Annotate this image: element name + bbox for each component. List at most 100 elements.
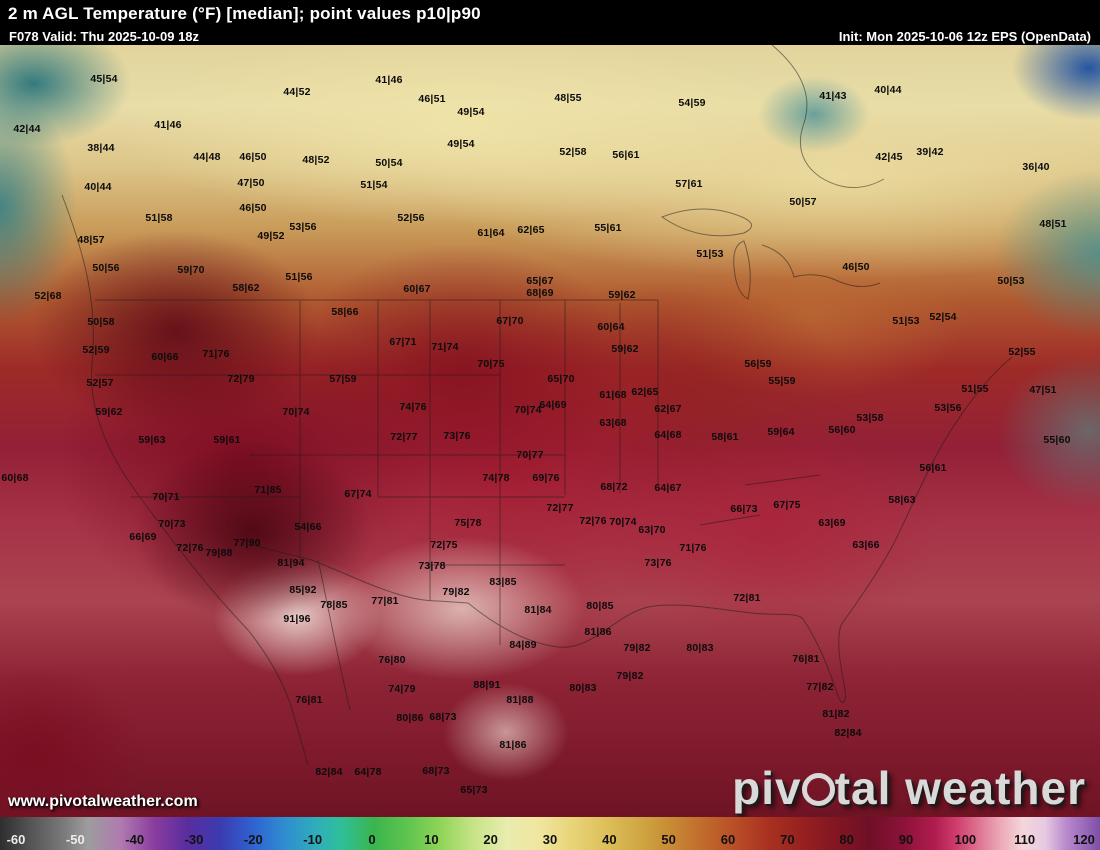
point-value: 76|81 [792, 653, 820, 665]
point-value: 81|84 [524, 604, 552, 616]
point-value: 73|78 [418, 560, 446, 572]
point-value: 47|50 [237, 177, 265, 189]
point-value: 72|76 [176, 542, 204, 554]
point-value: 64|67 [654, 482, 682, 494]
point-value: 71|76 [679, 542, 707, 554]
point-value: 63|66 [852, 539, 880, 551]
point-value: 41|43 [819, 90, 847, 102]
point-value: 59|70 [177, 264, 205, 276]
map-title-bar: 2 m AGL Temperature (°F) [median]; point… [0, 0, 1100, 27]
point-value: 44|52 [283, 86, 311, 98]
point-value: 50|53 [997, 275, 1025, 287]
point-value: 42|44 [13, 123, 41, 135]
point-value: 77|82 [806, 681, 834, 693]
point-value: 70|77 [516, 449, 544, 461]
colorbar-tick-label: -50 [65, 832, 85, 847]
point-value: 60|67 [403, 283, 431, 295]
brand-text-right: tal weather [834, 762, 1086, 814]
point-value: 72|81 [733, 592, 761, 604]
point-value: 64|68 [654, 429, 682, 441]
point-value: 77|81 [371, 595, 399, 607]
colorbar-tick-label: -30 [184, 832, 204, 847]
point-value: 52|55 [1008, 346, 1036, 358]
point-value: 50|56 [92, 262, 120, 274]
point-value: 70|73 [158, 518, 186, 530]
point-value: 76|80 [378, 654, 406, 666]
point-value: 49|52 [257, 230, 285, 242]
brand-text-left: piv [732, 762, 802, 814]
point-value: 42|45 [875, 151, 903, 163]
point-value: 70|71 [152, 491, 180, 503]
point-value: 77|90 [233, 537, 261, 549]
colorbar-tick-label: 120 [1073, 832, 1095, 847]
point-value: 52|59 [82, 344, 110, 356]
point-value: 79|88 [205, 547, 233, 559]
point-value: 62|65 [517, 224, 545, 236]
point-value: 74|76 [399, 401, 427, 413]
colorbar-tick-label: 90 [898, 832, 914, 847]
point-value: 48|55 [554, 92, 582, 104]
point-value: 81|88 [506, 694, 534, 706]
point-value: 56|59 [744, 358, 772, 370]
point-value: 79|82 [616, 670, 644, 682]
point-value: 63|68 [599, 417, 627, 429]
point-value: 48|51 [1039, 218, 1067, 230]
point-value: 57|59 [329, 373, 357, 385]
point-value: 51|53 [696, 248, 724, 260]
point-value: 60|66 [151, 351, 179, 363]
point-value: 70|74 [609, 516, 637, 528]
point-value: 64|69 [539, 399, 567, 411]
point-value: 67|71 [389, 336, 417, 348]
point-value: 56|61 [919, 462, 947, 474]
point-value: 51|56 [285, 271, 313, 283]
point-value: 46|50 [842, 261, 870, 273]
point-value: 73|76 [443, 430, 471, 442]
point-value: 80|83 [569, 682, 597, 694]
point-value: 50|58 [87, 316, 115, 328]
point-value: 38|44 [87, 142, 115, 154]
point-value: 70|74 [282, 406, 310, 418]
point-value: 60|68 [1, 472, 29, 484]
point-value: 61|68 [599, 389, 627, 401]
colorbar-tick-label: 70 [780, 832, 795, 847]
point-value: 82|84 [834, 727, 862, 739]
point-value: 46|50 [239, 151, 267, 163]
point-value: 60|64 [597, 321, 625, 333]
point-value: 52|58 [559, 146, 587, 158]
point-value: 78|85 [320, 599, 348, 611]
point-value: 63|69 [818, 517, 846, 529]
point-value: 53|58 [856, 412, 884, 424]
point-value: 49|54 [457, 106, 485, 118]
point-value: 81|86 [499, 739, 527, 751]
point-value: 48|52 [302, 154, 330, 166]
point-value: 52|54 [929, 311, 957, 323]
point-value: 52|57 [86, 377, 114, 389]
point-value: 72|76 [579, 515, 607, 527]
point-value: 83|85 [489, 576, 517, 588]
point-value: 52|68 [34, 290, 62, 302]
point-value: 79|82 [442, 586, 470, 598]
map-sub-bar: F078 Valid: Thu 2025-10-09 18z Init: Mon… [0, 27, 1100, 45]
point-value: 68|69 [526, 287, 554, 299]
point-value: 55|59 [768, 375, 796, 387]
point-value: 81|82 [822, 708, 850, 720]
point-value: 65|70 [547, 373, 575, 385]
point-value: 59|62 [611, 343, 639, 355]
point-value: 68|72 [600, 481, 628, 493]
point-value: 49|54 [447, 138, 475, 150]
point-value: 62|65 [631, 386, 659, 398]
pivotal-weather-watermark: piv tal weather [732, 761, 1086, 815]
point-value: 74|79 [388, 683, 416, 695]
point-value: 80|83 [686, 642, 714, 654]
point-value: 73|76 [644, 557, 672, 569]
point-value: 39|42 [916, 146, 944, 158]
point-value: 67|70 [496, 315, 524, 327]
point-value: 51|58 [145, 212, 173, 224]
point-value: 56|61 [612, 149, 640, 161]
colorbar-tick-label: 80 [839, 832, 854, 847]
point-value: 46|50 [239, 202, 267, 214]
point-value: 48|57 [77, 234, 105, 246]
point-value: 76|81 [295, 694, 323, 706]
point-value: 50|57 [789, 196, 817, 208]
point-value: 58|66 [331, 306, 359, 318]
